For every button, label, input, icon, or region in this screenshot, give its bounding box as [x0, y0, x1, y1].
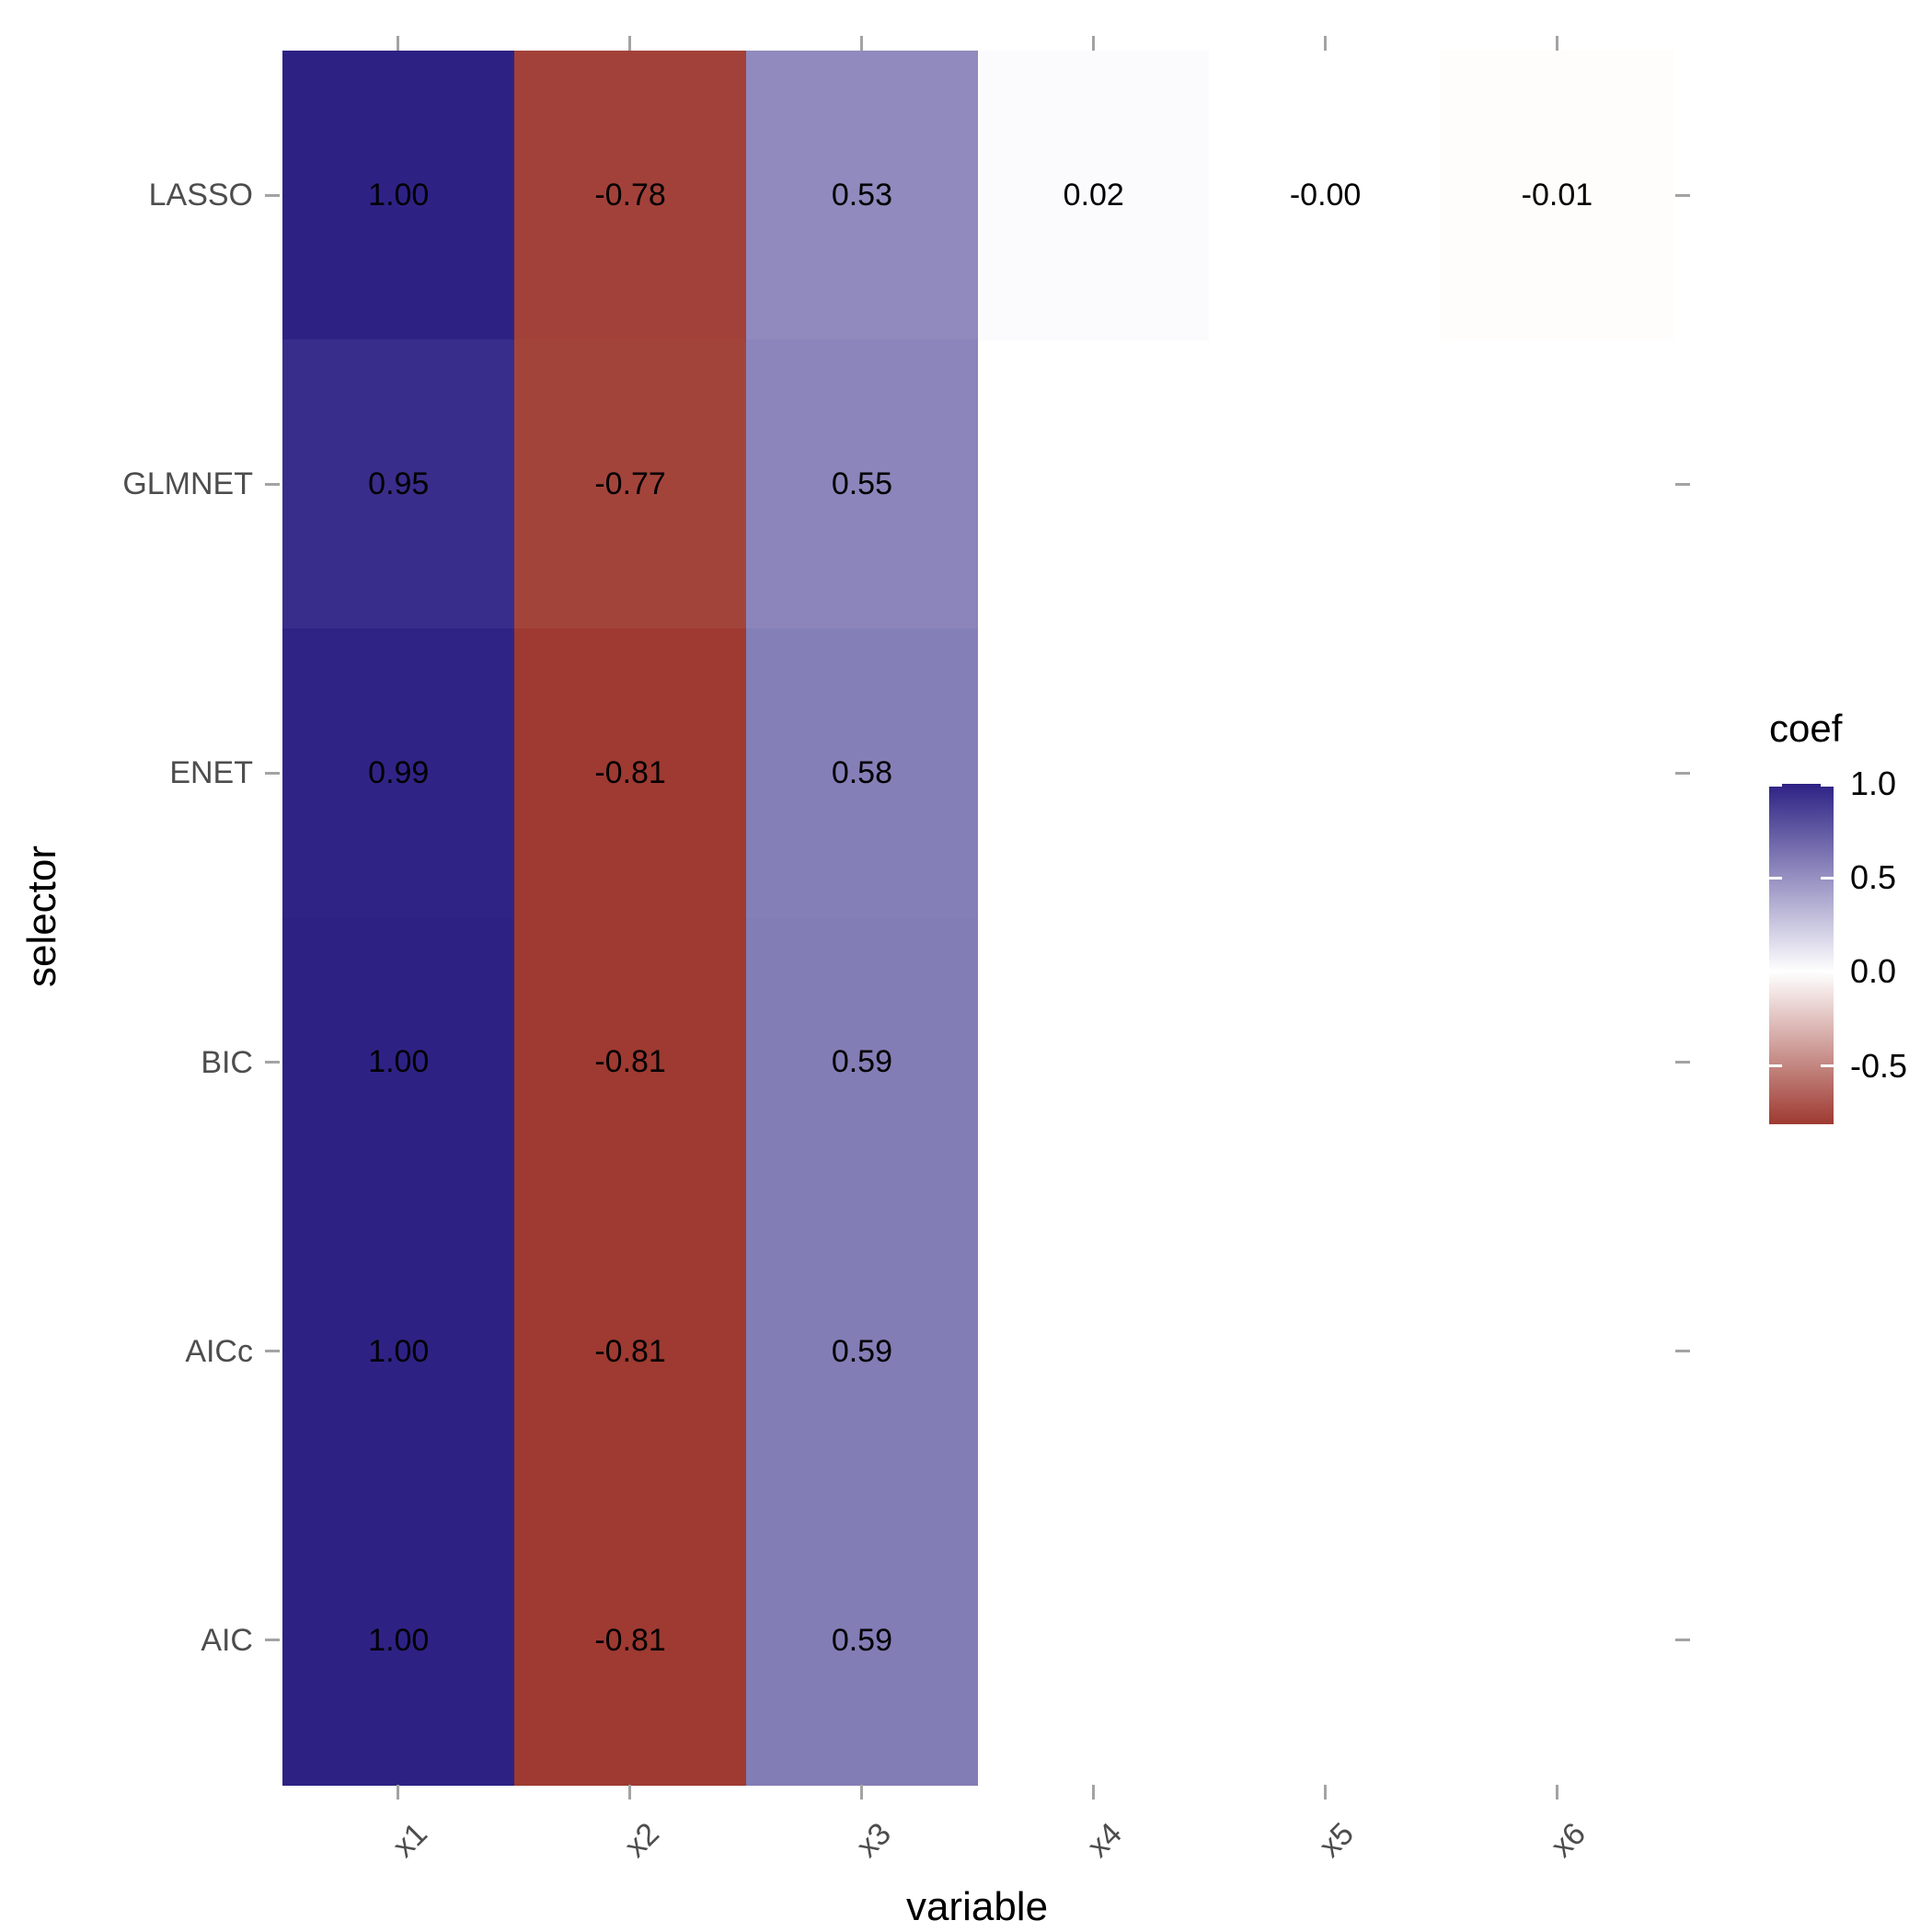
- heatmap-tile: 1.00: [282, 1206, 515, 1497]
- heatmap-tile: -0.77: [513, 339, 747, 630]
- y-axis-tick-label: ENET: [169, 755, 253, 791]
- axis-tick-mark: [265, 1350, 280, 1353]
- heatmap-tile: -0.81: [513, 1495, 747, 1786]
- axis-tick-mark: [1675, 1639, 1690, 1642]
- axis-tick-mark: [1675, 1350, 1690, 1353]
- cell-value-label: 1.00: [368, 1333, 430, 1369]
- x-axis-title: variable: [905, 1884, 1049, 1929]
- cell-value-label: -0.00: [1289, 177, 1362, 213]
- cell-value-label: -0.81: [594, 1044, 666, 1080]
- cell-value-label: 1.00: [368, 177, 430, 213]
- y-axis-tick-label: AICc: [185, 1333, 253, 1369]
- x-axis-tick-label: x1: [385, 1816, 434, 1865]
- axis-tick-mark: [265, 1639, 280, 1642]
- legend-tick-label: 0.5: [1850, 858, 1897, 897]
- axis-tick-mark: [1675, 1061, 1690, 1064]
- legend-tick-mark: [1769, 876, 1782, 880]
- heatmap-tile: 1.00: [282, 917, 515, 1208]
- cell-value-label: -0.78: [594, 177, 666, 213]
- x-axis-tick-label: x6: [1544, 1816, 1593, 1865]
- heatmap-tile: 1.00: [282, 1495, 515, 1786]
- axis-tick-mark: [628, 36, 632, 51]
- axis-tick-mark: [1091, 1785, 1095, 1800]
- heatmap-tile: 0.59: [745, 1495, 979, 1786]
- heatmap-tile: 1.00: [282, 51, 515, 340]
- legend-tick-mark: [1821, 970, 1834, 973]
- cell-value-label: 1.00: [368, 1044, 430, 1080]
- y-axis-tick-label: AIC: [201, 1622, 253, 1658]
- axis-tick-mark: [1323, 36, 1327, 51]
- axis-tick-mark: [1555, 36, 1558, 51]
- legend-tick-mark: [1821, 876, 1834, 880]
- y-axis-tick-label: GLMNET: [122, 466, 253, 502]
- y-axis-tick-label: BIC: [201, 1044, 253, 1080]
- heatmap-tile: 0.02: [977, 51, 1211, 340]
- axis-tick-mark: [397, 1785, 400, 1800]
- heatmap-tile: 0.95: [282, 339, 515, 630]
- axis-tick-mark: [265, 193, 280, 197]
- axis-tick-mark: [1091, 36, 1095, 51]
- cell-value-label: 0.58: [831, 755, 893, 791]
- x-axis-tick-label: x5: [1312, 1816, 1362, 1865]
- heatmap-tile: -0.81: [513, 917, 747, 1208]
- x-axis-tick-label: x4: [1081, 1816, 1130, 1865]
- legend-tick-mark: [1769, 783, 1782, 787]
- cell-value-label: 0.59: [831, 1333, 893, 1369]
- axis-tick-mark: [397, 36, 400, 51]
- heatmap-tile: 0.55: [745, 339, 979, 630]
- y-axis-tick-label: LASSO: [148, 178, 253, 213]
- cell-value-label: 0.55: [831, 466, 893, 502]
- heatmap-tile: 0.59: [745, 1206, 979, 1497]
- cell-value-label: -0.77: [594, 466, 666, 502]
- cell-value-label: 0.59: [831, 1622, 893, 1658]
- cell-value-label: -0.01: [1521, 177, 1593, 213]
- heatmap-tile: -0.81: [513, 1206, 747, 1497]
- axis-tick-mark: [628, 1785, 632, 1800]
- cell-value-label: 0.53: [831, 177, 893, 213]
- axis-tick-mark: [1555, 1785, 1558, 1800]
- legend-tick-mark: [1769, 970, 1782, 973]
- legend-tick-label: 0.0: [1850, 952, 1897, 991]
- plot-panel: 1.00 -0.78 0.53 0.02 -0.00 -0.01 0.95 -0.77 0.55…: [282, 51, 1673, 1786]
- legend-title: coef: [1769, 707, 1843, 750]
- heatmap-tile: 0.59: [745, 917, 979, 1208]
- axis-tick-mark: [265, 771, 280, 775]
- legend-colorbar: [1769, 784, 1834, 1124]
- y-axis-title: selector: [19, 845, 64, 988]
- cell-value-label: 0.95: [368, 466, 430, 502]
- legend-tick-label: -0.5: [1850, 1046, 1908, 1085]
- cell-value-label: 0.59: [831, 1044, 893, 1080]
- legend-tick-mark: [1769, 1064, 1782, 1068]
- axis-tick-mark: [1675, 482, 1690, 486]
- axis-tick-mark: [860, 36, 864, 51]
- legend-tick-label: 1.0: [1850, 765, 1897, 802]
- cell-value-label: 0.99: [368, 755, 430, 791]
- heatmap-tile: -0.81: [513, 628, 747, 919]
- axis-tick-mark: [265, 1061, 280, 1064]
- axis-tick-mark: [265, 482, 280, 486]
- axis-tick-mark: [1675, 771, 1690, 775]
- heatmap-tile: 0.58: [745, 628, 979, 919]
- legend-tick-mark: [1821, 783, 1834, 787]
- heatmap-tile: 0.99: [282, 628, 515, 919]
- axis-tick-mark: [1675, 193, 1690, 197]
- x-axis-tick-label: x2: [617, 1816, 666, 1865]
- cell-value-label: 0.02: [1063, 177, 1124, 213]
- cell-value-label: -0.81: [594, 1622, 666, 1658]
- cell-value-label: -0.81: [594, 1333, 666, 1369]
- heatmap-tile: -0.00: [1209, 51, 1442, 340]
- heatmap-tile: -0.01: [1441, 51, 1673, 340]
- axis-tick-mark: [1323, 1785, 1327, 1800]
- legend-tick-mark: [1821, 1064, 1834, 1068]
- heatmap-tile: -0.78: [513, 51, 747, 340]
- x-axis-tick-label: x3: [849, 1816, 898, 1865]
- heatmap-tile: 0.53: [745, 51, 979, 340]
- cell-value-label: -0.81: [594, 755, 666, 791]
- axis-tick-mark: [860, 1785, 864, 1800]
- cell-value-label: 1.00: [368, 1622, 430, 1658]
